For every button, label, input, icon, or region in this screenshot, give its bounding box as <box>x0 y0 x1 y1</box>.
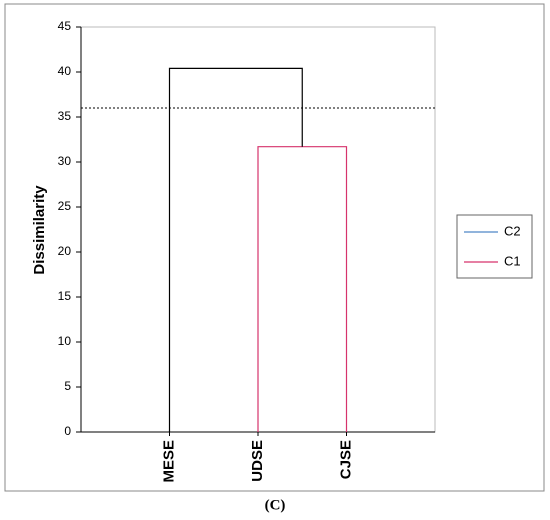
dendrogram-link <box>257 146 348 432</box>
y-tick-label: 40 <box>58 64 72 78</box>
chart-frame <box>4 3 545 492</box>
y-tick-label: 15 <box>58 289 72 303</box>
y-tick-label: 20 <box>58 244 72 258</box>
caption: (C) <box>265 497 286 513</box>
legend-label: C2 <box>504 223 521 238</box>
y-axis-label: Dissimilarity <box>31 185 48 275</box>
y-tick-label: 25 <box>58 199 72 213</box>
legend-label: C1 <box>504 253 521 268</box>
x-tick-label: UDSE <box>249 440 266 482</box>
legend-box <box>456 214 533 279</box>
y-tick-label: 30 <box>58 154 72 168</box>
y-tick-label: 35 <box>58 109 72 123</box>
y-tick-label: 0 <box>64 424 71 438</box>
y-tick-label: 10 <box>58 334 72 348</box>
x-tick-label: CJSE <box>337 440 354 479</box>
y-tick-label: 45 <box>58 19 72 33</box>
x-tick-label: MESE <box>160 440 177 483</box>
dendrogram-link <box>168 67 303 432</box>
y-tick-label: 5 <box>64 379 71 393</box>
